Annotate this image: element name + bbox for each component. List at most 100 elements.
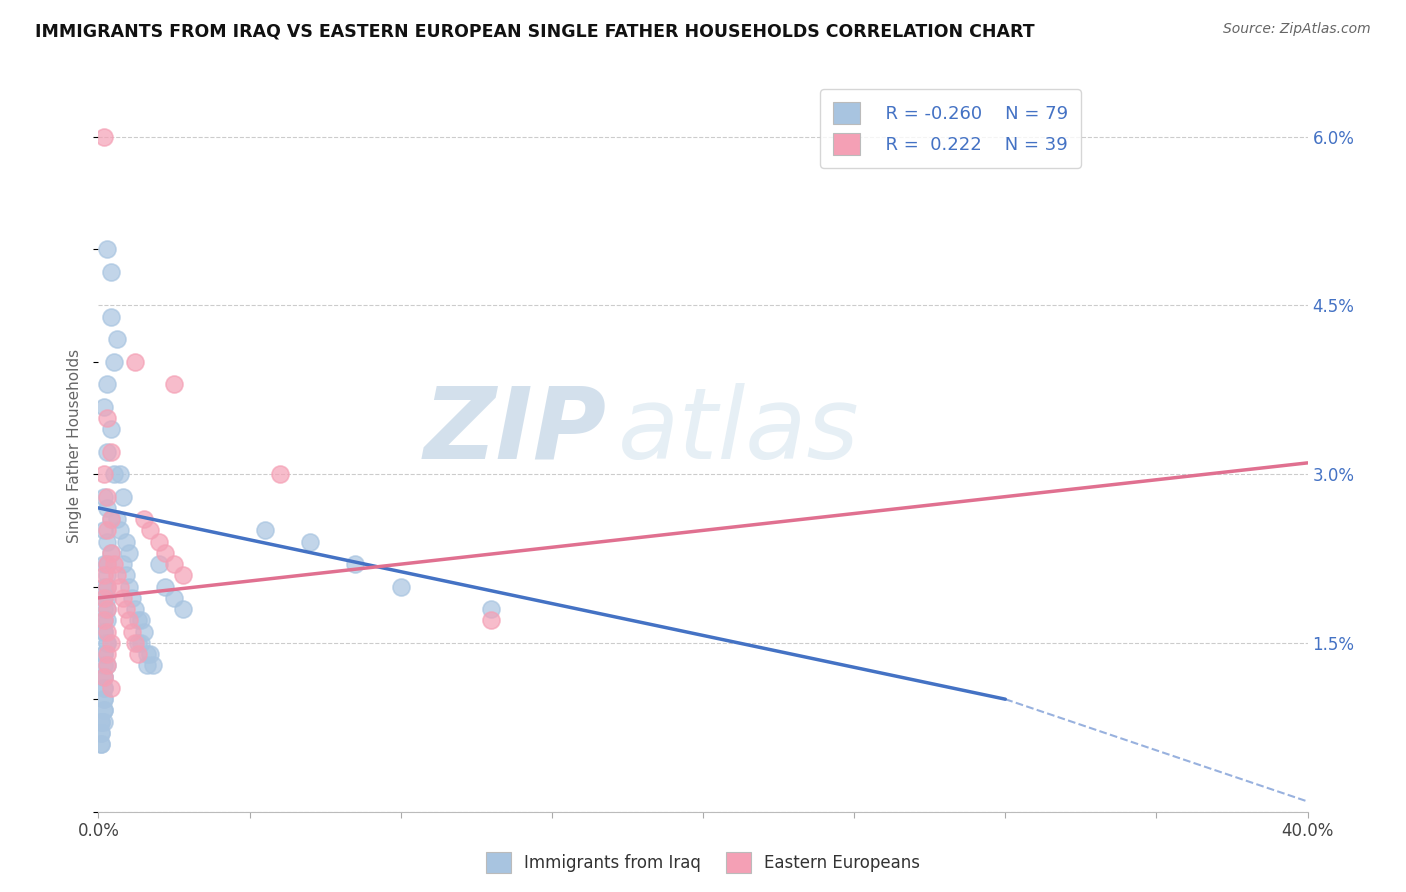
Point: [93, 591, 115, 605]
Point: [96, 444, 118, 458]
Point: [96, 534, 118, 549]
Point: [100, 310, 122, 324]
Point: [105, 568, 128, 582]
Point: [100, 422, 122, 436]
Point: [124, 602, 146, 616]
Point: [153, 580, 176, 594]
Point: [121, 591, 143, 605]
Point: [93, 670, 115, 684]
Point: [103, 467, 125, 482]
Point: [96, 524, 118, 538]
Legend: Immigrants from Iraq, Eastern Europeans: Immigrants from Iraq, Eastern Europeans: [479, 846, 927, 880]
Point: [142, 658, 165, 673]
Point: [96, 624, 118, 639]
Text: IMMIGRANTS FROM IRAQ VS EASTERN EUROPEAN SINGLE FATHER HOUSEHOLDS CORRELATION CH: IMMIGRANTS FROM IRAQ VS EASTERN EUROPEAN…: [35, 22, 1035, 40]
Point: [163, 557, 186, 571]
Point: [93, 624, 115, 639]
Point: [103, 557, 125, 571]
Point: [111, 490, 134, 504]
Point: [172, 602, 194, 616]
Point: [93, 658, 115, 673]
Point: [96, 410, 118, 425]
Point: [111, 591, 134, 605]
Point: [172, 568, 194, 582]
Point: [118, 580, 141, 594]
Point: [269, 467, 291, 482]
Point: [135, 658, 157, 673]
Point: [93, 614, 115, 628]
Point: [96, 557, 118, 571]
Legend:   R = -0.260    N = 79,   R =  0.222    N = 39: R = -0.260 N = 79, R = 0.222 N = 39: [820, 89, 1081, 168]
Point: [253, 524, 276, 538]
Point: [108, 580, 131, 594]
Point: [93, 624, 115, 639]
Point: [90, 726, 112, 740]
Point: [96, 490, 118, 504]
Point: [93, 400, 115, 414]
Point: [96, 636, 118, 650]
Point: [129, 636, 152, 650]
Point: [163, 377, 186, 392]
Point: [93, 467, 115, 482]
Point: [127, 636, 149, 650]
Point: [100, 636, 122, 650]
Point: [105, 332, 128, 346]
Point: [93, 714, 115, 729]
Point: [96, 557, 118, 571]
Point: [93, 602, 115, 616]
Point: [127, 614, 149, 628]
Point: [96, 647, 118, 661]
Point: [90, 737, 112, 751]
Point: [103, 354, 125, 368]
Point: [96, 636, 118, 650]
Point: [100, 546, 122, 560]
Point: [96, 580, 118, 594]
Point: [96, 658, 118, 673]
Point: [118, 614, 141, 628]
Point: [124, 636, 146, 650]
Point: [118, 546, 141, 560]
Point: [100, 444, 122, 458]
Point: [132, 624, 155, 639]
Point: [96, 377, 118, 392]
Text: atlas: atlas: [619, 383, 860, 480]
Point: [93, 681, 115, 695]
Point: [132, 512, 155, 526]
Point: [124, 354, 146, 368]
Point: [93, 614, 115, 628]
Point: [135, 647, 157, 661]
Point: [93, 692, 115, 706]
Point: [100, 681, 122, 695]
Point: [481, 602, 503, 616]
Point: [129, 614, 152, 628]
Point: [93, 670, 115, 684]
Point: [96, 500, 118, 515]
Point: [389, 580, 412, 594]
Point: [96, 602, 118, 616]
Point: [139, 647, 162, 661]
Point: [93, 490, 115, 504]
Point: [93, 703, 115, 717]
Point: [121, 624, 143, 639]
Point: [344, 557, 367, 571]
Point: [148, 534, 170, 549]
Point: [93, 647, 115, 661]
Point: [114, 534, 136, 549]
Point: [100, 546, 122, 560]
Point: [108, 524, 131, 538]
Point: [100, 512, 122, 526]
Point: [93, 647, 115, 661]
Point: [96, 602, 118, 616]
Point: [163, 591, 186, 605]
Y-axis label: Single Father Households: Single Father Households: [67, 349, 83, 543]
Point: [93, 129, 115, 144]
Point: [96, 591, 118, 605]
Point: [93, 692, 115, 706]
Point: [111, 557, 134, 571]
Point: [148, 557, 170, 571]
Point: [114, 568, 136, 582]
Point: [93, 591, 115, 605]
Point: [93, 568, 115, 582]
Point: [96, 568, 118, 582]
Point: [93, 557, 115, 571]
